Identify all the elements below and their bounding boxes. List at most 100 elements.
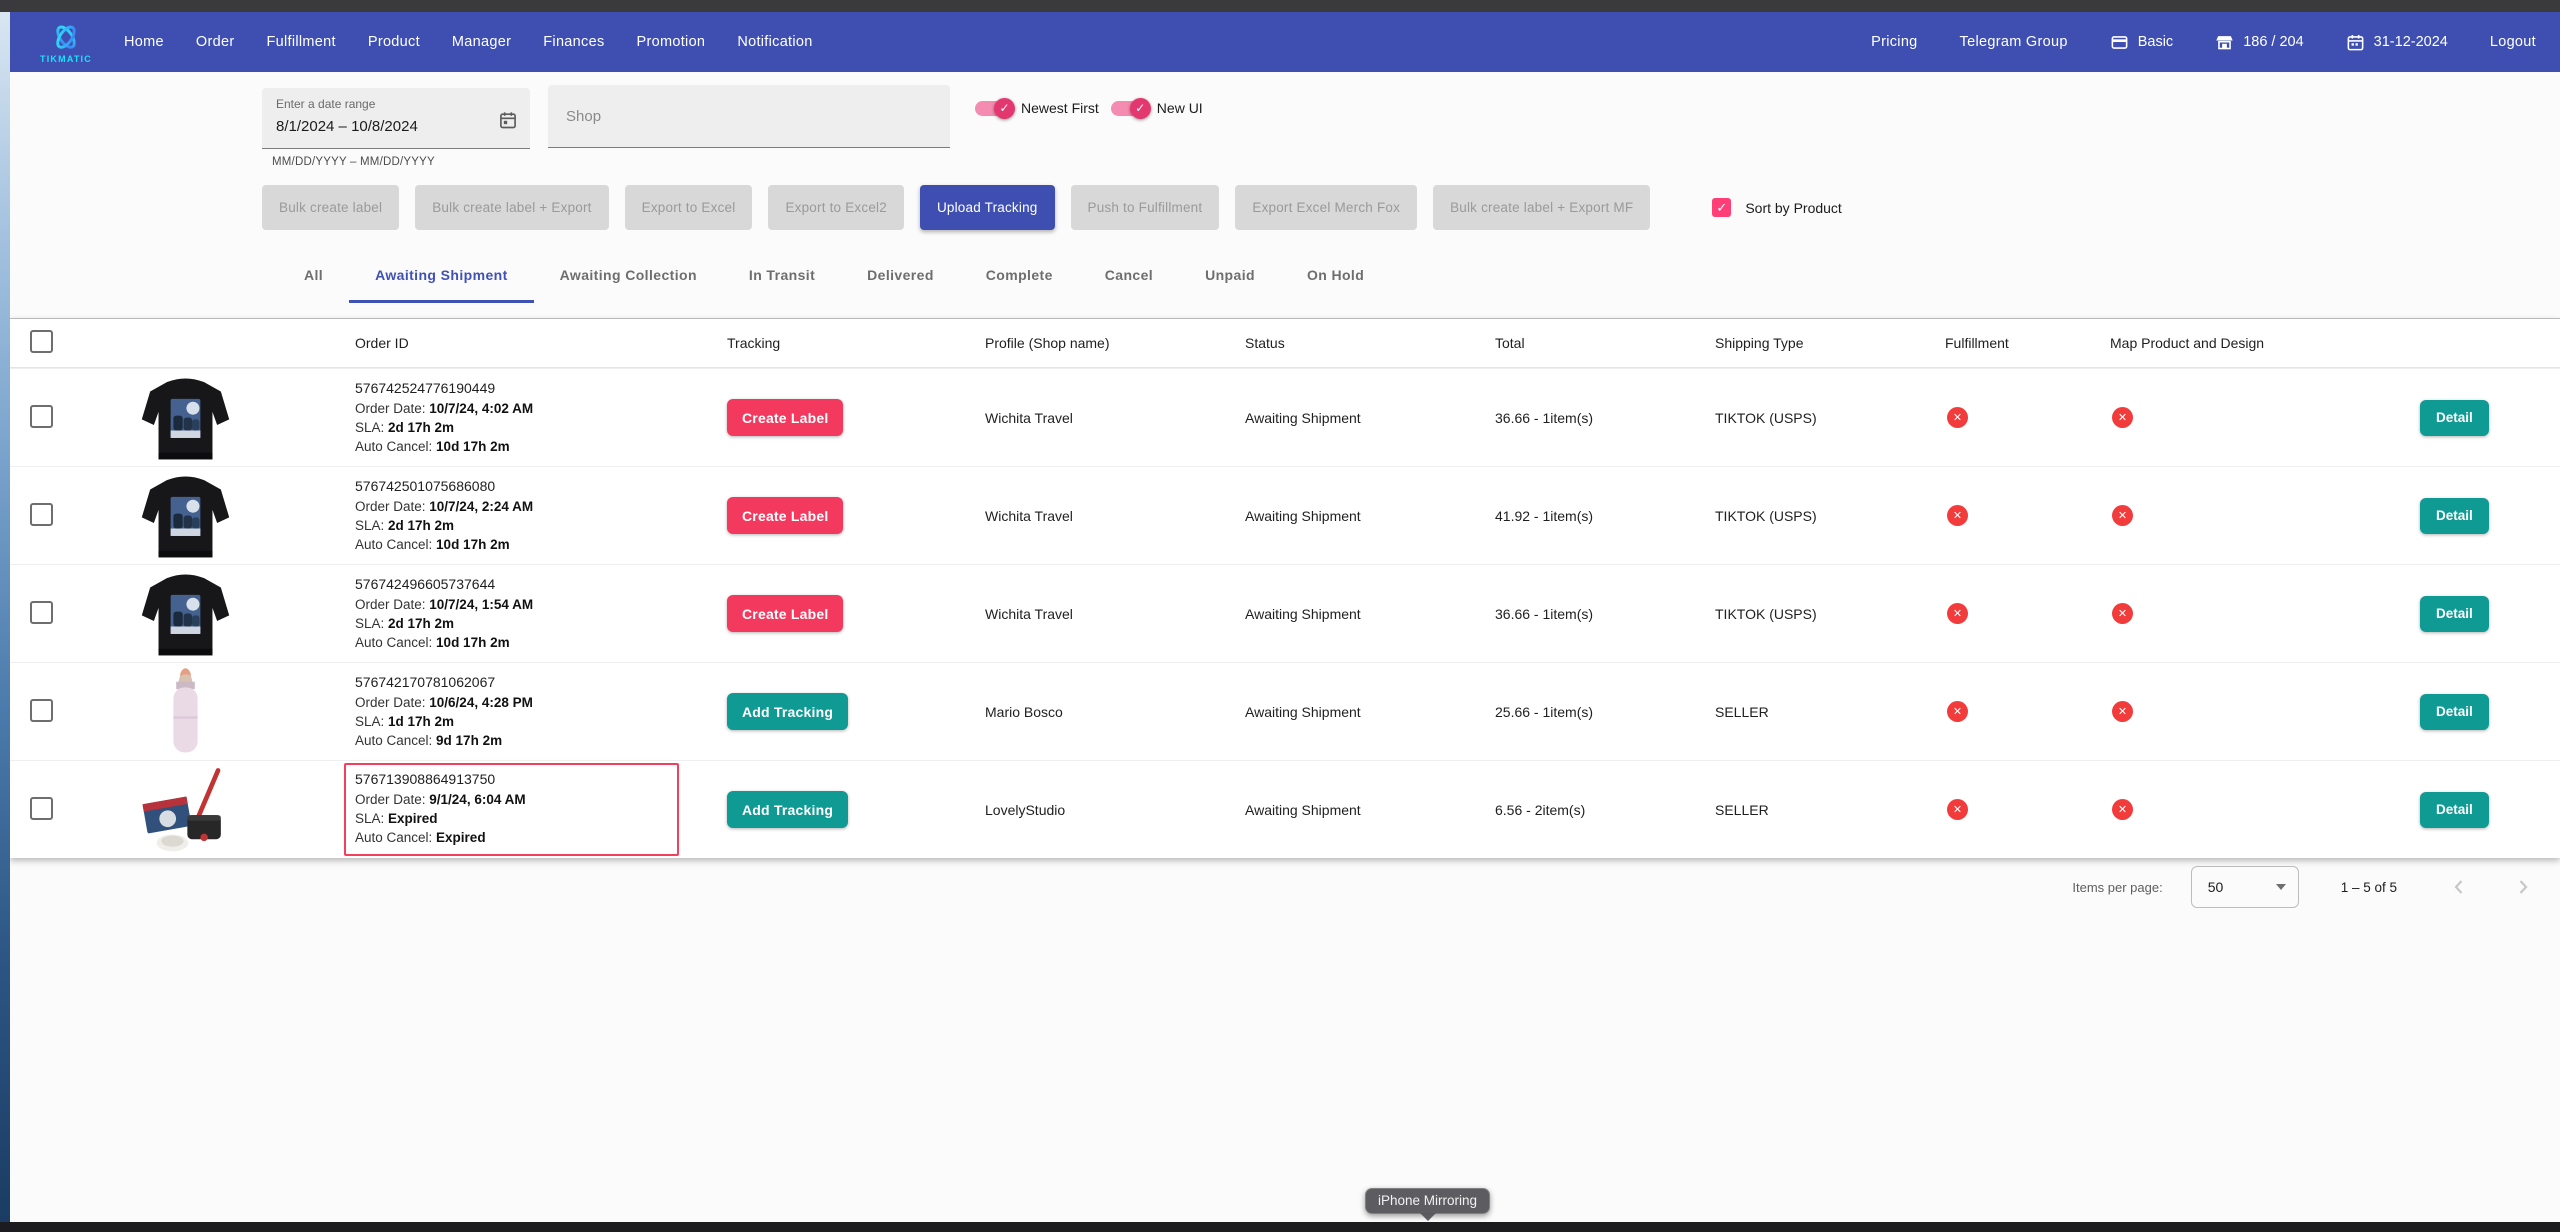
bulk-action-button[interactable]: Push to Fulfillment [1070, 185, 1220, 230]
tracking-action-button[interactable]: Create Label [727, 595, 844, 632]
items-per-page-select[interactable]: 50 [2190, 866, 2299, 908]
toggle[interactable]: ✓ Newest First [975, 97, 1099, 119]
auto-cancel-label: Auto Cancel: [355, 537, 437, 552]
nav-menu-item[interactable]: Home [124, 34, 164, 50]
order-id: 576742496605737644 [355, 576, 496, 592]
nav-menu-item[interactable]: Notification [737, 34, 813, 50]
detail-button[interactable]: Detail [2420, 693, 2489, 730]
order-date-value: 10/7/24, 4:02 AM [429, 401, 534, 416]
bulk-action-button[interactable]: Export to Excel2 [768, 185, 904, 230]
product-image [133, 469, 238, 562]
shop-field[interactable] [548, 85, 950, 148]
nav-logout[interactable]: Logout [2489, 34, 2536, 50]
shipping-type-cell: SELLER [1715, 703, 1769, 720]
select-all-checkbox[interactable] [30, 330, 53, 353]
nav-expiry-date[interactable]: 31-12-2024 [2346, 33, 2448, 52]
sort-by-product-checkbox[interactable]: ✓ [1712, 198, 1732, 217]
bulk-action-button[interactable]: Bulk create label [262, 185, 400, 230]
brand-name: TIKMATIC [40, 53, 92, 64]
order-date-label: Order Date: [355, 499, 430, 514]
nav-menu-item[interactable]: Promotion [636, 34, 706, 50]
col-status: Status [1245, 335, 1285, 351]
nav-pricing[interactable]: Pricing [1871, 34, 1918, 50]
bulk-action-button[interactable]: Bulk create label + Export MF [1433, 185, 1651, 230]
shop-input[interactable] [564, 85, 928, 147]
plan-card-icon [2111, 35, 2128, 49]
toggle-check-icon: ✓ [1129, 97, 1151, 119]
order-date-value: 10/7/24, 2:24 AM [429, 499, 534, 514]
status-tab[interactable]: On Hold [1306, 267, 1365, 283]
expiry-date-label: 31-12-2024 [2373, 34, 2448, 50]
row-checkbox[interactable] [30, 502, 53, 526]
status-tab[interactable]: Unpaid [1205, 267, 1255, 283]
status-tab[interactable]: Awaiting Collection [559, 267, 697, 283]
row-checkbox[interactable] [30, 698, 53, 722]
status-tab[interactable]: Complete [985, 267, 1053, 283]
row-checkbox[interactable] [30, 600, 53, 624]
shipping-type-cell: TIKTOK (USPS) [1715, 409, 1817, 426]
status-cell: Awaiting Shipment [1245, 507, 1361, 524]
status-tab[interactable]: Awaiting Shipment [349, 250, 534, 303]
auto-cancel-value: 10d 17h 2m [436, 635, 510, 650]
date-range-label: Enter a date range [276, 97, 376, 111]
sla-value: 2d 17h 2m [388, 518, 455, 533]
sla-label: SLA: [355, 420, 389, 435]
total-cell: 6.56 - 2item(s) [1495, 801, 1586, 818]
nav-menu-item[interactable]: Manager [451, 34, 512, 50]
fulfillment-error-icon: ✕ [1947, 407, 1968, 428]
nav-telegram-group[interactable]: Telegram Group [1959, 34, 2068, 50]
toggle-switch[interactable]: ✓ [975, 97, 1015, 119]
shipping-type-cell: TIKTOK (USPS) [1715, 507, 1817, 524]
nav-menu-item[interactable]: Product [367, 34, 420, 50]
tracking-action-button[interactable]: Create Label [727, 497, 844, 534]
page-navigation [2447, 875, 2535, 899]
order-date-label: Order Date: [355, 401, 430, 416]
nav-shop-count[interactable]: 186 / 204 [2215, 33, 2304, 52]
profile-cell: Wichita Travel [985, 409, 1073, 426]
toggle-label: Newest First [1021, 100, 1099, 116]
nav-menu-item[interactable]: Finances [543, 34, 605, 50]
date-range-field[interactable]: Enter a date range [262, 88, 530, 149]
date-picker-calendar-icon[interactable] [498, 110, 518, 130]
col-fulfillment: Fulfillment [1945, 335, 2009, 351]
tracking-action-button[interactable]: Add Tracking [727, 693, 849, 730]
date-range-input[interactable] [276, 118, 476, 135]
bulk-action-button[interactable]: Upload Tracking [919, 185, 1055, 230]
next-page-icon[interactable] [2511, 875, 2535, 899]
bulk-action-button[interactable]: Bulk create label + Export [415, 185, 609, 230]
order-id: 576713908864913750 [355, 771, 496, 787]
map-product-error-icon: ✕ [2112, 603, 2133, 624]
table-header: Order ID Tracking Profile (Shop name) St… [10, 319, 2560, 368]
row-checkbox[interactable] [30, 404, 53, 428]
navbar: TIKMATIC Home Order Fulfillment Product Mana… [10, 12, 2560, 72]
table-row: 576742501075686080 Order Date: 10/7/24, … [10, 466, 2560, 564]
select-caret-icon [2275, 884, 2286, 890]
nav-menu-item[interactable]: Order [195, 34, 235, 50]
status-tab[interactable]: In Transit [748, 267, 816, 283]
toggle[interactable]: ✓ New UI [1110, 97, 1203, 119]
tracking-action-button[interactable]: Create Label [727, 399, 844, 436]
app-window: TIKMATIC Home Order Fulfillment Product Mana… [10, 12, 2560, 1222]
sla-value: Expired [388, 811, 438, 826]
row-checkbox[interactable] [30, 796, 53, 820]
status-tab[interactable]: Delivered [867, 267, 934, 283]
toggle-switch[interactable]: ✓ [1110, 97, 1151, 119]
detail-button[interactable]: Detail [2420, 595, 2489, 632]
total-cell: 36.66 - 1item(s) [1495, 409, 1594, 426]
sort-by-product[interactable]: ✓ Sort by Product [1712, 198, 1842, 217]
table-body: 576742524776190449 Order Date: 10/7/24, … [10, 368, 2560, 858]
status-tab[interactable]: Cancel [1104, 267, 1154, 283]
nav-menu-item[interactable]: Fulfillment [266, 34, 336, 50]
detail-button[interactable]: Detail [2420, 399, 2489, 436]
brand-logo[interactable]: TIKMATIC [34, 23, 98, 64]
sort-by-product-label: Sort by Product [1745, 199, 1842, 216]
detail-button[interactable]: Detail [2420, 497, 2489, 534]
detail-button[interactable]: Detail [2420, 791, 2489, 828]
nav-plan[interactable]: Basic [2110, 33, 2173, 52]
bulk-action-button[interactable]: Export to Excel [624, 185, 753, 230]
map-product-error-icon: ✕ [2112, 505, 2133, 526]
tracking-action-button[interactable]: Add Tracking [727, 791, 849, 828]
previous-page-icon[interactable] [2447, 875, 2471, 899]
bulk-action-button[interactable]: Export Excel Merch Fox [1235, 185, 1418, 230]
status-tab[interactable]: All [304, 267, 324, 283]
